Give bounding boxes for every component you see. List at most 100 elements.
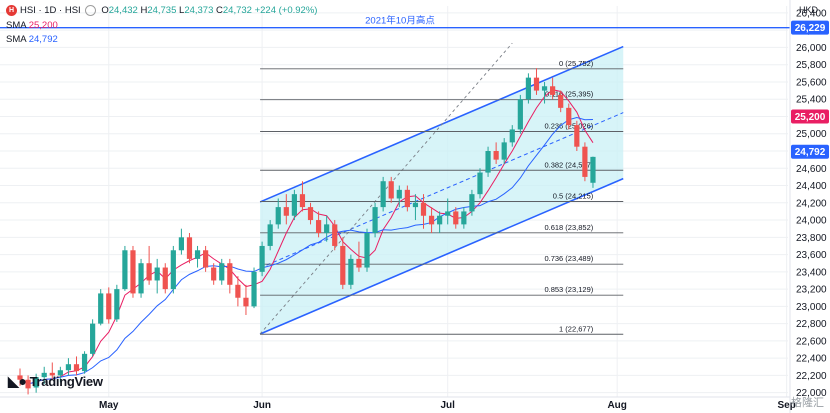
candle	[203, 245, 209, 272]
symbol-name[interactable]: HSI · 1D · HSI	[20, 5, 81, 17]
y-tick-label: 24,200	[796, 198, 827, 209]
symbol-legend[interactable]: H HSI · 1D · HSI O24,432 H24,735 L24,373 …	[6, 5, 317, 16]
candle-body	[348, 258, 354, 285]
candle	[243, 284, 249, 316]
y-tick-label: 26,400	[796, 8, 827, 19]
y-tick-label: 22,600	[796, 336, 827, 347]
fib-label: 1 (22,677)	[559, 324, 594, 333]
x-tick-label: May	[99, 400, 119, 411]
candle-body	[235, 284, 241, 298]
candle-body	[493, 151, 499, 160]
candle	[517, 94, 523, 134]
candle	[17, 368, 23, 386]
candle	[114, 284, 120, 322]
y-tick-label: 25,400	[796, 95, 827, 106]
candle-body	[307, 207, 314, 221]
candle-body	[477, 172, 483, 195]
candle-body	[41, 372, 47, 378]
candle-body	[267, 224, 273, 246]
trend-line	[259, 42, 513, 335]
candle	[275, 198, 281, 229]
price-axis[interactable]: 22,000 22,200 22,400 22,600 22,800 23,000 23,2…	[789, 0, 827, 413]
price-tag: 25,200	[795, 112, 826, 123]
candle-body	[388, 181, 394, 199]
candle-body	[106, 293, 112, 320]
fib-label: 0.736 (23,489)	[544, 254, 593, 263]
candle-body	[550, 86, 556, 95]
price-tags: 26,229 25,200 24,792	[791, 20, 829, 159]
candle	[25, 375, 31, 395]
candle	[81, 351, 88, 374]
candle-body	[558, 94, 564, 108]
candle	[122, 245, 128, 291]
fib-label: 0.618 (23,852)	[544, 223, 593, 232]
candle-body	[461, 211, 467, 225]
sma-legend-fast[interactable]: SMA 25,200	[6, 20, 58, 31]
fib-label: 0.382 (24,577)	[544, 160, 593, 169]
symbol-logo: H	[6, 5, 17, 16]
fib-label: 0.116 (25,395)	[545, 90, 594, 99]
candle-body	[90, 323, 96, 354]
candle-body	[437, 215, 443, 225]
candle	[501, 138, 507, 164]
tradingview-logo-text: TradingView	[29, 374, 103, 389]
sma-fast-value: 25,200	[28, 20, 58, 31]
candle	[65, 358, 72, 376]
candle	[380, 176, 386, 212]
sma-legend-slow[interactable]: SMA 24,792	[6, 34, 58, 45]
candle	[267, 220, 273, 251]
candle-body	[283, 207, 289, 216]
candle	[259, 241, 265, 277]
candle	[509, 125, 515, 147]
y-tick-label: 22,200	[796, 371, 827, 382]
high-line-label: 2021年10月高点	[365, 15, 435, 27]
candle	[90, 319, 96, 357]
candle-body	[219, 263, 225, 281]
candle	[445, 198, 451, 225]
high-label: H	[140, 5, 148, 17]
tradingview-mark-icon: ◣●	[8, 373, 27, 389]
price-tag-bg	[791, 144, 829, 159]
candle	[396, 185, 402, 208]
candle-body	[372, 207, 378, 234]
candle	[178, 228, 184, 255]
candle	[566, 103, 572, 130]
candle-body	[517, 99, 523, 130]
candle	[146, 245, 152, 285]
candle-body	[340, 245, 346, 285]
candle-body	[73, 364, 80, 372]
candle-body	[404, 189, 410, 208]
candle	[106, 287, 112, 324]
candle-body	[582, 146, 588, 177]
tradingview-logo[interactable]: ◣● TradingView	[8, 373, 103, 390]
high-line: 2021年10月高点	[0, 15, 790, 29]
candle-body	[178, 237, 184, 251]
time-axis[interactable]: May Jun Jul Aug Sep	[0, 396, 796, 411]
low-label: L	[179, 5, 185, 17]
candle-body	[420, 202, 427, 216]
candle-body	[65, 364, 72, 371]
fib-label: 0 (25,752)	[559, 59, 594, 68]
candle	[437, 211, 443, 234]
candle-body	[315, 220, 322, 234]
candle	[485, 146, 491, 177]
candle-body	[566, 107, 572, 126]
candle	[315, 211, 322, 238]
high-value: 24,735	[147, 5, 177, 17]
y-tick-label: 23,800	[796, 233, 827, 244]
y-tick-label: 26,000	[796, 43, 827, 54]
fib-label: 0.5 (24,215)	[553, 192, 594, 201]
candle-body	[154, 267, 160, 281]
candle	[251, 267, 257, 309]
candle-body	[275, 207, 281, 225]
candle-body	[98, 293, 104, 324]
candle	[41, 366, 47, 385]
y-tick-label: 24,600	[796, 164, 827, 175]
candle-body	[57, 370, 63, 376]
candle	[356, 241, 362, 272]
candle-body	[428, 215, 435, 225]
y-tick-label: 23,600	[796, 250, 827, 261]
price-tag: 24,792	[795, 147, 826, 158]
y-tick-label: 23,200	[796, 285, 827, 296]
